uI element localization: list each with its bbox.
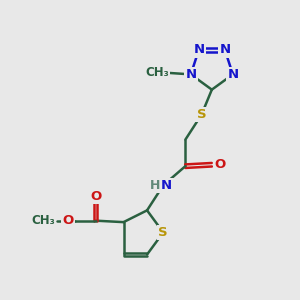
Text: N: N (185, 68, 197, 81)
Text: S: S (158, 226, 168, 239)
Text: N: N (219, 43, 230, 56)
Text: H: H (150, 179, 160, 192)
Text: CH₃: CH₃ (32, 214, 55, 227)
Text: O: O (62, 214, 74, 227)
Text: N: N (227, 68, 239, 81)
Text: N: N (193, 43, 204, 56)
Text: O: O (214, 158, 225, 171)
Text: CH₃: CH₃ (145, 66, 169, 80)
Text: O: O (90, 190, 101, 203)
Text: S: S (197, 108, 206, 121)
Text: N: N (161, 179, 172, 192)
